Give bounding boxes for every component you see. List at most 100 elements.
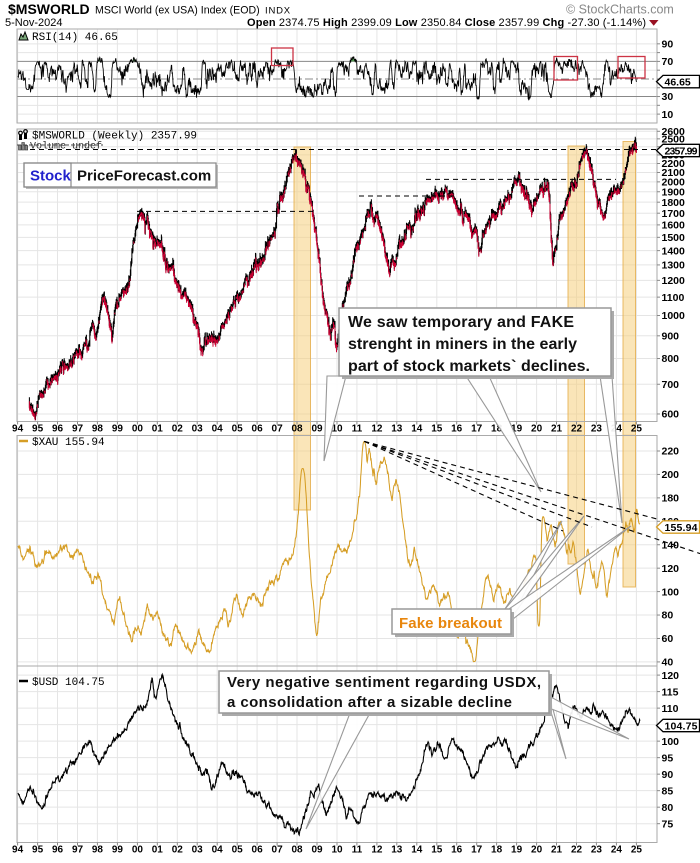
svg-text:$USD 104.75: $USD 104.75 xyxy=(32,677,105,689)
svg-text:INDX: INDX xyxy=(265,6,291,17)
svg-text:99: 99 xyxy=(112,845,124,856)
svg-text:21: 21 xyxy=(551,424,563,435)
svg-text:120: 120 xyxy=(662,563,680,575)
svg-text:07: 07 xyxy=(272,424,284,435)
svg-text:1400: 1400 xyxy=(662,245,686,257)
svg-text:13: 13 xyxy=(391,424,403,435)
svg-text:98: 98 xyxy=(92,845,104,856)
svg-text:100: 100 xyxy=(662,736,680,748)
svg-text:80: 80 xyxy=(662,802,674,814)
svg-text:94: 94 xyxy=(12,845,24,856)
svg-text:800: 800 xyxy=(662,353,680,365)
svg-text:02: 02 xyxy=(172,845,184,856)
svg-text:08: 08 xyxy=(291,424,303,435)
svg-text:95: 95 xyxy=(662,752,674,764)
svg-text:$MSWORLD (Weekly) 2357.99: $MSWORLD (Weekly) 2357.99 xyxy=(32,131,197,143)
svg-text:900: 900 xyxy=(662,331,680,343)
svg-text:180: 180 xyxy=(662,493,680,505)
svg-text:1900: 1900 xyxy=(662,187,686,199)
svg-text:10: 10 xyxy=(331,845,343,856)
svg-text:95: 95 xyxy=(32,424,44,435)
svg-text:70: 70 xyxy=(662,56,674,68)
svg-text:strenght in miners in the earl: strenght in miners in the early xyxy=(348,336,577,353)
svg-text:2500: 2500 xyxy=(662,134,686,146)
svg-text:11: 11 xyxy=(352,424,363,435)
svg-text:06: 06 xyxy=(252,845,264,856)
svg-text:MSCI World (ex USA) Index (EOD: MSCI World (ex USA) Index (EOD) xyxy=(95,5,260,17)
svg-text:05: 05 xyxy=(232,424,244,435)
svg-text:110: 110 xyxy=(662,703,679,715)
svg-text:75: 75 xyxy=(662,818,674,830)
svg-text:14: 14 xyxy=(411,845,423,856)
svg-text:$MSWORLD: $MSWORLD xyxy=(8,1,90,17)
svg-text:15: 15 xyxy=(431,845,443,856)
svg-text:Open 2374.75 High 2399.09 Low: Open 2374.75 High 2399.09 Low 2350.84 Cl… xyxy=(247,17,646,29)
svg-text:$XAU 155.94: $XAU 155.94 xyxy=(32,437,105,449)
svg-text:21: 21 xyxy=(551,845,563,856)
svg-text:PriceForecast.com: PriceForecast.com xyxy=(77,168,211,185)
svg-text:2200: 2200 xyxy=(662,158,686,170)
svg-text:30: 30 xyxy=(662,91,674,103)
svg-text:25: 25 xyxy=(631,845,643,856)
svg-text:23: 23 xyxy=(591,845,603,856)
svg-text:155.94: 155.94 xyxy=(665,522,698,534)
svg-text:22: 22 xyxy=(571,845,583,856)
svg-text:1100: 1100 xyxy=(662,292,685,304)
svg-text:99: 99 xyxy=(112,424,124,435)
svg-text:85: 85 xyxy=(662,785,674,797)
svg-text:20: 20 xyxy=(531,424,543,435)
svg-text:16: 16 xyxy=(451,424,463,435)
svg-text:15: 15 xyxy=(431,424,443,435)
svg-text:24: 24 xyxy=(611,845,623,856)
svg-text:90: 90 xyxy=(662,39,674,51)
svg-text:17: 17 xyxy=(471,424,483,435)
svg-text:© StockCharts.com: © StockCharts.com xyxy=(566,3,674,17)
svg-text:00: 00 xyxy=(132,424,144,435)
svg-text:94: 94 xyxy=(12,424,24,435)
svg-text:200: 200 xyxy=(662,469,680,481)
svg-text:1500: 1500 xyxy=(662,232,686,244)
svg-text:95: 95 xyxy=(32,845,44,856)
svg-text:RSI(14) 46.65: RSI(14) 46.65 xyxy=(32,32,118,44)
svg-text:10: 10 xyxy=(331,424,343,435)
svg-text:19: 19 xyxy=(511,424,523,435)
svg-text:96: 96 xyxy=(52,845,64,856)
svg-text:Very negative sentiment regard: Very negative sentiment regarding USDX, xyxy=(227,674,541,691)
svg-text:22: 22 xyxy=(571,424,583,435)
svg-text:90: 90 xyxy=(662,769,674,781)
svg-text:a consolidation after a sizabl: a consolidation after a sizable decline xyxy=(227,694,512,711)
svg-text:06: 06 xyxy=(252,424,264,435)
svg-text:12: 12 xyxy=(371,845,383,856)
svg-text:46.65: 46.65 xyxy=(665,76,691,88)
svg-text:04: 04 xyxy=(212,845,224,856)
svg-text:Volume undef: Volume undef xyxy=(30,141,102,153)
svg-text:We saw temporary and FAKE: We saw temporary and FAKE xyxy=(348,314,574,331)
svg-text:19: 19 xyxy=(511,845,523,856)
svg-text:1000: 1000 xyxy=(662,310,686,322)
svg-text:09: 09 xyxy=(311,424,323,435)
svg-text:2600: 2600 xyxy=(662,126,686,138)
svg-text:18: 18 xyxy=(491,424,503,435)
svg-text:04: 04 xyxy=(212,424,224,435)
svg-text:14: 14 xyxy=(411,424,423,435)
svg-text:120: 120 xyxy=(662,670,680,682)
svg-text:10: 10 xyxy=(662,109,674,121)
svg-text:115: 115 xyxy=(662,686,679,698)
svg-text:1300: 1300 xyxy=(662,260,686,272)
svg-text:5-Nov-2024: 5-Nov-2024 xyxy=(5,17,62,29)
svg-text:part of stock markets` decline: part of stock markets` declines. xyxy=(348,358,590,375)
svg-text:11: 11 xyxy=(352,845,363,856)
svg-text:02: 02 xyxy=(172,424,184,435)
svg-text:03: 03 xyxy=(192,845,204,856)
svg-text:17: 17 xyxy=(471,845,483,856)
svg-text:97: 97 xyxy=(72,845,84,856)
svg-text:05: 05 xyxy=(232,845,244,856)
svg-text:01: 01 xyxy=(152,424,164,435)
svg-text:97: 97 xyxy=(72,424,84,435)
svg-text:16: 16 xyxy=(451,845,463,856)
svg-text:08: 08 xyxy=(291,845,303,856)
svg-text:60: 60 xyxy=(662,633,674,645)
svg-text:23: 23 xyxy=(591,424,603,435)
svg-text:1600: 1600 xyxy=(662,220,686,232)
svg-text:Stock: Stock xyxy=(30,168,72,185)
